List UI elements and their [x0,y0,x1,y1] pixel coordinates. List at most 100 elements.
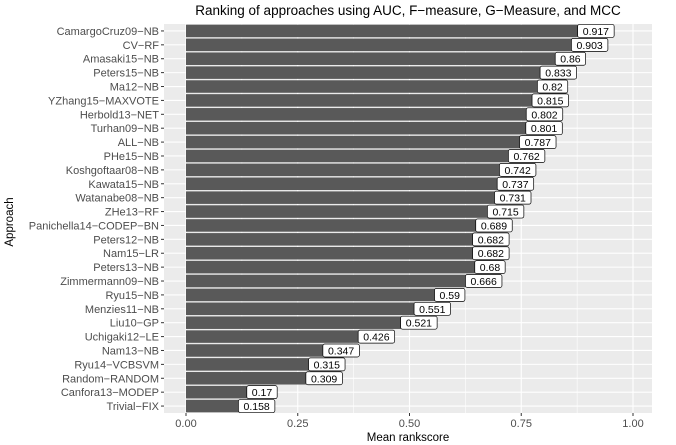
data-label: 0.158 [243,401,269,413]
data-label: 0.59 [440,290,461,302]
y-tick-label: Koshgoftaar08−NB [66,165,159,177]
x-tick-label: 0.00 [175,418,196,430]
bar [186,177,516,191]
data-labels: 0.917 0.903 0.86 0.833 0.820.815 0.802 0.801 0.… [238,24,615,413]
bar [186,191,513,204]
data-label-box [554,51,586,66]
y-tick-label: Peters15−NB [93,68,159,80]
data-label-box [494,190,532,205]
data-label: 0.682 [478,248,504,260]
data-label-box [308,357,346,372]
data-label: 0.762 [513,151,539,163]
y-tick-label: Kawata15−NB [88,179,159,191]
bar [186,94,551,107]
y-tick-label: Canfora13−MODEP [61,387,159,399]
bar [186,149,527,163]
bar [186,205,506,218]
bar [186,121,545,135]
bar [186,302,433,316]
data-label-box [539,65,577,80]
y-tick-label: Peters13−NB [93,262,159,274]
data-label-box [434,288,466,302]
data-label: 0.682 [478,234,504,246]
bar [186,260,490,274]
bar [186,80,553,93]
data-label-box [305,371,343,386]
y-tick-label: Random−RANDOM [62,373,159,385]
bar [186,330,377,343]
bar [186,288,450,302]
data-label: 0.801 [531,123,557,135]
data-label-box [246,385,278,400]
data-label: 0.82 [542,82,563,94]
data-label-box [413,301,451,316]
y-tick-label: ZHe13−RF [105,207,159,219]
bar [186,108,545,121]
data-label-box [472,232,510,247]
bar [186,344,342,357]
chart-title: Ranking of approaches using AUC, F−measu… [195,3,621,18]
y-tick-label: ALL−NB [118,137,159,149]
y-tick-label: Watanabe08−NB [75,193,159,205]
data-label-box [496,176,535,191]
y-tick-label: CV−RF [123,40,160,52]
data-label: 0.917 [583,26,609,38]
data-label: 0.737 [502,179,528,191]
data-label: 0.551 [419,304,445,316]
y-tick-label: PHe15−NB [104,151,159,163]
bar [186,358,327,371]
data-label-box [357,329,396,344]
data-label-box [577,24,615,38]
y-tick-label: Peters12−NB [93,234,159,246]
data-label-box [238,399,276,413]
data-label: 0.426 [363,332,389,344]
bar [186,233,491,246]
bar [186,274,484,288]
data-label-box [400,315,438,330]
data-label: 0.731 [500,193,526,205]
data-label: 0.309 [311,373,337,385]
y-tick-label: Ryu15−NB [105,290,159,302]
data-label: 0.689 [481,220,507,232]
y-tick-label: Liu10−GP [110,318,159,330]
y-tick-label: Uchigaki12−LE [85,332,159,344]
data-label-box [531,93,569,108]
bar [186,66,559,79]
data-label-box [472,246,510,261]
y-axis-title: Approach [4,197,16,246]
data-label: 0.68 [480,262,501,274]
data-label: 0.86 [560,54,581,66]
bars [186,24,596,413]
x-axis-ticks: 0.00 0.25 0.50 0.75 1.00 [175,413,644,430]
data-label-box [465,274,503,288]
bar [186,385,262,399]
y-tick-label: Nam13−NB [102,345,159,357]
x-axis-title: Mean rankscore [367,432,449,444]
data-label: 0.802 [531,109,557,121]
bar [186,38,590,52]
bar [186,316,419,329]
y-tick-label: Panichella14−CODEP−BN [29,220,159,232]
y-tick-label: Amasaki15−NB [83,54,159,66]
x-tick-label: 0.25 [287,418,308,430]
y-tick-label: Ryu14−VCBSVM [74,359,159,371]
y-tick-label: Turhan09−NB [91,123,159,135]
bar [186,219,494,232]
data-label-box [499,163,537,177]
bar [186,246,491,260]
data-label: 0.715 [492,207,518,219]
data-label: 0.787 [525,137,551,149]
x-tick-label: 1.00 [622,418,643,430]
y-tick-label: Ma12−NB [110,82,159,94]
bar [186,163,518,177]
data-label-box [571,37,609,52]
y-axis-ticks: CamargoCruz09−NB CV−RF Amasaki15−NB Peters1… [29,26,164,413]
data-label-box [475,218,513,233]
data-label: 0.521 [406,318,432,330]
data-label: 0.815 [537,95,563,107]
data-label: 0.17 [252,387,273,399]
data-label: 0.833 [545,68,571,80]
data-label-box [536,79,569,94]
data-label-box [508,149,546,163]
y-tick-label: Menzies11−NB [85,304,159,316]
